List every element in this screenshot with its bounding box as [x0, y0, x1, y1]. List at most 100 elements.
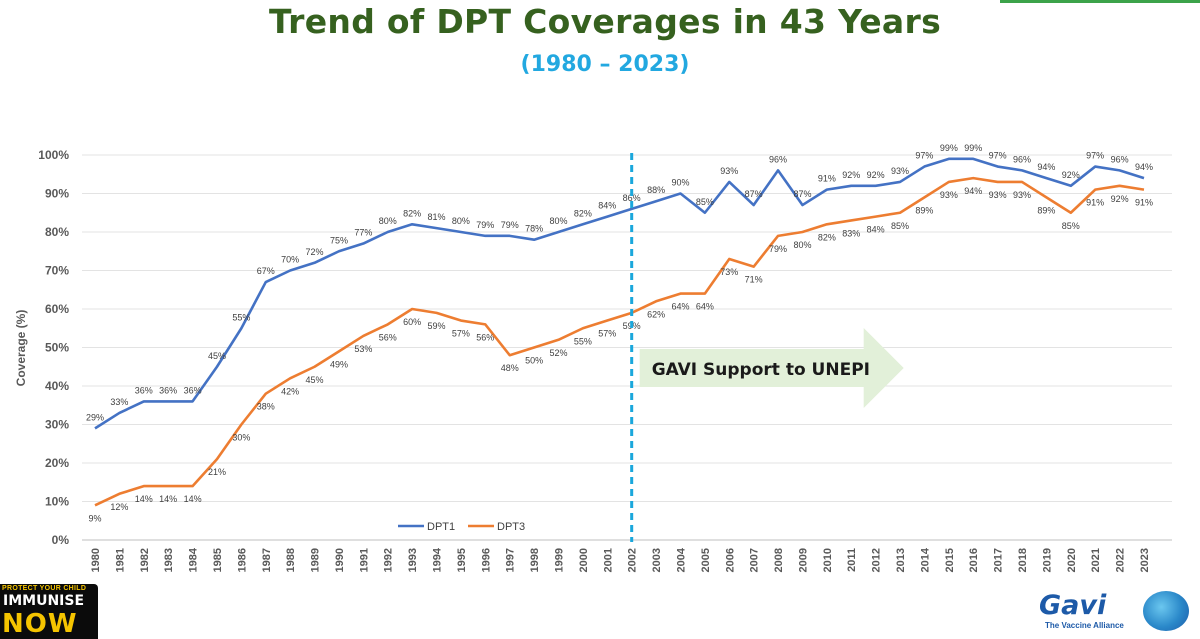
dpt3-data-label: 91%	[1135, 198, 1153, 208]
x-tick-label: 2000	[578, 548, 590, 572]
y-tick-label: 80%	[45, 225, 69, 239]
dpt1-data-label: 36%	[159, 385, 177, 395]
gavi-logo-word: Gavi	[1039, 590, 1107, 621]
dpt1-data-label: 80%	[452, 216, 470, 226]
dpt3-data-label: 60%	[403, 317, 421, 327]
dpt1-data-label: 90%	[671, 178, 689, 188]
dpt1-data-label: 36%	[184, 385, 202, 395]
dpt1-data-label: 72%	[306, 247, 324, 257]
dpt1-data-label: 94%	[1135, 162, 1153, 172]
dpt1-data-label: 78%	[525, 224, 543, 234]
dpt3-series-line	[94, 176, 1145, 507]
dpt1-data-label: 91%	[818, 174, 836, 184]
dpt3-data-label: 50%	[525, 356, 543, 366]
immunise-now-badge: PROTECT YOUR CHILD IMMUNISE NOW	[0, 584, 98, 639]
dpt3-data-label: 85%	[891, 221, 909, 231]
y-tick-label: 100%	[38, 148, 69, 162]
x-tick-label: 1985	[212, 548, 224, 572]
x-tick-label: 2019	[1041, 548, 1053, 572]
dpt3-data-label: 49%	[330, 359, 348, 369]
x-tick-label: 2007	[749, 548, 761, 572]
dpt1-data-label: 93%	[891, 166, 909, 176]
dpt3-data-label: 79%	[769, 244, 787, 254]
x-tick-label: 2009	[797, 548, 809, 572]
x-tick-label: 2020	[1066, 548, 1078, 572]
x-tick-label: 2016	[968, 548, 980, 572]
badge-line1: IMMUNISE	[3, 593, 85, 609]
dpt1-data-label: 55%	[232, 312, 250, 322]
chart-subtitle: (1980 – 2023)	[520, 52, 690, 77]
dpt3-data-label: 91%	[1086, 198, 1104, 208]
dpt1-data-label: 85%	[696, 197, 714, 207]
x-tick-label: 1981	[114, 548, 126, 572]
dpt1-data-label: 96%	[1013, 154, 1031, 164]
y-tick-label: 20%	[45, 456, 69, 470]
dpt1-data-label: 67%	[257, 266, 275, 276]
x-tick-label: 1990	[334, 548, 346, 572]
dpt3-data-label: 93%	[1013, 190, 1031, 200]
gavi-support-arrow	[639, 328, 904, 408]
dpt3-data-label: 57%	[598, 329, 616, 339]
dpt1-data-label: 82%	[574, 208, 592, 218]
x-tick-label: 2004	[675, 547, 687, 572]
dpt3-data-label: 21%	[208, 467, 226, 477]
x-tick-label: 1994	[432, 547, 444, 572]
dpt1-data-label: 81%	[428, 212, 446, 222]
dpt3-data-label: 14%	[135, 494, 153, 504]
chart-title: Trend of DPT Coverages in 43 Years	[268, 2, 942, 41]
x-tick-label: 2002	[627, 548, 639, 572]
dpt3-data-label: 53%	[354, 344, 372, 354]
x-tick-label: 1984	[188, 547, 200, 572]
y-tick-label: 60%	[45, 302, 69, 316]
dpt1-data-label: 80%	[379, 216, 397, 226]
dpt3-data-label: 62%	[647, 309, 665, 319]
dpt1-data-label: 97%	[915, 151, 933, 161]
x-tick-label: 2017	[993, 548, 1005, 572]
dpt1-data-label: 93%	[720, 166, 738, 176]
dpt3-data-label: 45%	[306, 375, 324, 385]
dpt3-data-label: 56%	[476, 332, 494, 342]
dpt1-data-label: 88%	[647, 185, 665, 195]
x-tick-label: 2023	[1139, 548, 1151, 572]
dpt1-data-label: 86%	[623, 193, 641, 203]
y-tick-label: 50%	[45, 341, 69, 355]
dpt3-data-label: 12%	[110, 502, 128, 512]
x-tick-label: 2013	[895, 548, 907, 572]
x-tick-label: 2018	[1017, 548, 1029, 572]
dpt1-data-label: 99%	[964, 143, 982, 153]
badge-line2: NOW	[2, 609, 78, 639]
dpt3-data-label: 14%	[184, 494, 202, 504]
x-tick-label: 1996	[480, 548, 492, 572]
x-tick-label: 1993	[407, 548, 419, 572]
dpt1-data-label: 92%	[842, 170, 860, 180]
dpt1-data-label: 75%	[330, 235, 348, 245]
x-tick-label: 1997	[505, 548, 517, 572]
dpt3-data-label: 85%	[1062, 221, 1080, 231]
dpt3-data-label: 57%	[452, 329, 470, 339]
dpt1-data-label: 77%	[354, 228, 372, 238]
badge-small-text: PROTECT YOUR CHILD	[2, 585, 87, 592]
gavi-support-label: GAVI Support to UNEPI	[652, 360, 870, 380]
dpt1-data-label: 36%	[135, 385, 153, 395]
x-tick-label: 1988	[285, 548, 297, 572]
x-tick-label: 1982	[139, 548, 151, 572]
y-tick-label: 0%	[52, 533, 70, 547]
x-tick-label: 1980	[90, 548, 102, 572]
x-tick-label: 1989	[310, 548, 322, 572]
dpt1-data-label: 97%	[1086, 151, 1104, 161]
dpt3-data-label: 42%	[281, 386, 299, 396]
dpt1-data-label: 82%	[403, 208, 421, 218]
x-tick-label: 2021	[1090, 548, 1102, 572]
x-tick-label: 1991	[358, 548, 370, 572]
dpt1-data-label: 87%	[793, 189, 811, 199]
y-tick-label: 10%	[45, 495, 69, 509]
x-tick-label: 2012	[871, 548, 883, 572]
dpt1-data-label: 92%	[1062, 170, 1080, 180]
dpt3-data-label: 55%	[574, 336, 592, 346]
x-tick-label: 1999	[554, 548, 566, 572]
dpt1-data-label: 99%	[940, 143, 958, 153]
dpt3-data-label: 84%	[867, 225, 885, 235]
dpt3-data-label: 92%	[1111, 194, 1129, 204]
dpt3-data-label: 83%	[842, 228, 860, 238]
